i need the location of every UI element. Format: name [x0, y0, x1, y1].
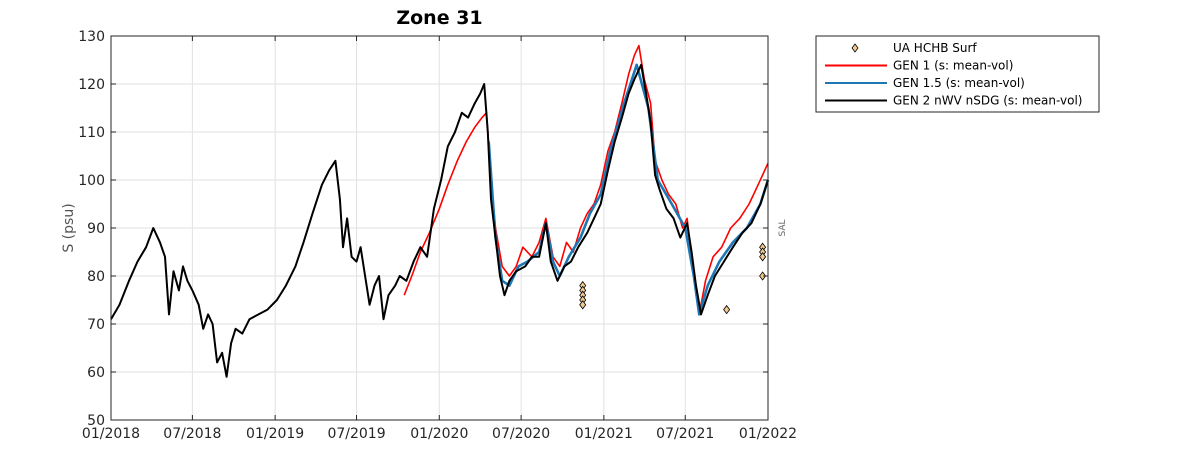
y-tick-label: 60 — [87, 365, 105, 381]
series-line-2 — [487, 63, 770, 316]
x-tick-label: 01/2018 — [82, 426, 140, 442]
y-tick-label: 130 — [78, 29, 105, 45]
legend-marker — [851, 43, 859, 53]
x-tick-label: 07/2018 — [163, 426, 221, 442]
x-tick-label: 01/2019 — [246, 426, 304, 442]
y-tick-label: 50 — [87, 413, 105, 429]
axis-ticks: 50 60 70 80 90 100 110 120 130 01/2018 07/2018 01/2… — [78, 29, 797, 442]
side-label: SAL — [778, 219, 788, 236]
plot-area — [110, 44, 770, 378]
x-tick-label: 07/2020 — [492, 426, 550, 442]
chart-title: Zone 31 — [396, 7, 482, 29]
data-point-marker — [759, 252, 767, 262]
x-tick-label: 07/2019 — [327, 426, 385, 442]
y-tick-label: 90 — [87, 221, 105, 237]
data-point-marker — [579, 300, 587, 310]
legend-label: UA HCHB Surf — [893, 41, 977, 55]
legend: UA HCHB Surf GEN 1 (s: mean-vol) GEN 1.5 (… — [815, 35, 1100, 113]
y-tick-label: 110 — [78, 125, 105, 141]
x-tick-label: 01/2020 — [410, 426, 468, 442]
legend-label: GEN 1.5 (s: mean-vol) — [893, 76, 1025, 90]
series-line-3 — [110, 63, 769, 378]
y-tick-label: 100 — [78, 173, 105, 189]
x-tick-label: 07/2021 — [656, 426, 714, 442]
y-axis-label: S (psu) — [61, 203, 77, 252]
legend-label: GEN 1 (s: mean-vol) — [893, 59, 1013, 73]
legend-box — [815, 35, 1100, 113]
y-tick-label: 120 — [78, 77, 105, 93]
legend-label: GEN 2 nWV nSDG (s: mean-vol) — [893, 94, 1082, 108]
y-tick-label: 80 — [87, 269, 105, 285]
x-tick-label: 01/2021 — [575, 426, 633, 442]
x-tick-label: 01/2022 — [739, 426, 797, 442]
data-point-marker — [723, 304, 731, 315]
data-point-marker — [759, 271, 767, 281]
y-tick-label: 70 — [87, 317, 105, 333]
